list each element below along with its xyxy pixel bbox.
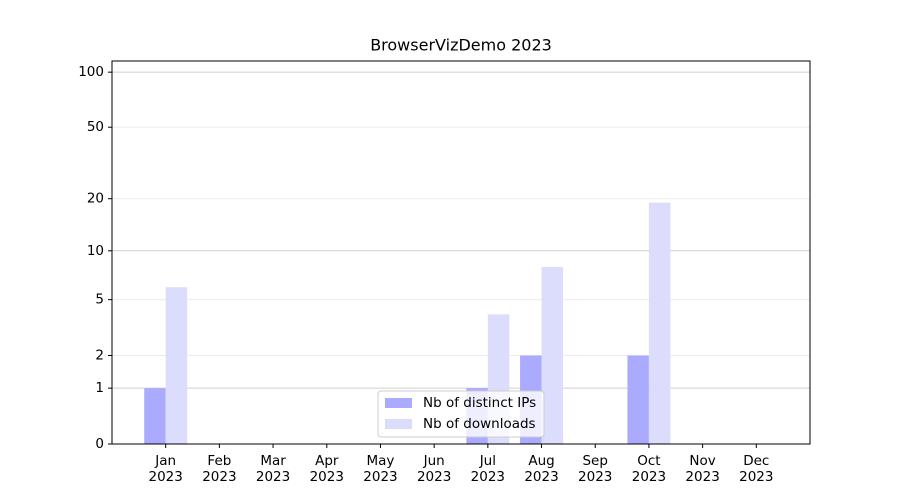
x-tick-label: Jan 2023 — [148, 453, 183, 485]
plot-frame — [111, 60, 811, 445]
x-tick-label: Mar 2023 — [255, 453, 291, 485]
y-tick-label: 2 — [95, 347, 104, 363]
legend-box — [377, 390, 545, 438]
legend-swatch — [385, 419, 412, 429]
bar — [541, 266, 564, 444]
y-tick-label: 50 — [87, 119, 104, 135]
x-tick-label: Oct 2023 — [631, 453, 667, 485]
bar — [165, 287, 188, 444]
x-tick-label: Dec 2023 — [739, 453, 774, 485]
x-tick-label: Feb 2023 — [202, 453, 237, 485]
legend-swatch — [385, 398, 412, 408]
x-tick-label: Aug 2023 — [524, 453, 559, 485]
bar — [648, 202, 671, 444]
legend: Nb of distinct IPs Nb of downloads — [377, 390, 545, 438]
x-tick-label: Nov 2023 — [685, 453, 720, 485]
y-tick-label: 10 — [87, 243, 104, 259]
x-tick-label: May 2023 — [363, 453, 398, 485]
x-tick-label: Sep 2023 — [578, 453, 613, 485]
legend-label: Nb of downloads — [423, 416, 536, 432]
x-tick-label: Jul 2023 — [470, 453, 506, 485]
bar — [144, 388, 166, 444]
legend-label: Nb of distinct IPs — [423, 395, 536, 411]
y-tick-label: 0 — [95, 436, 104, 452]
bar — [627, 355, 649, 444]
y-tick-label: 20 — [87, 191, 104, 207]
y-tick-label: 100 — [78, 64, 104, 80]
y-tick-label: 5 — [95, 292, 104, 308]
x-tick-label: Jun 2023 — [416, 453, 452, 485]
y-tick-label: 1 — [95, 380, 104, 396]
chart-title: BrowserVizDemo 2023 — [370, 36, 552, 55]
x-tick-label: Apr 2023 — [309, 453, 344, 485]
